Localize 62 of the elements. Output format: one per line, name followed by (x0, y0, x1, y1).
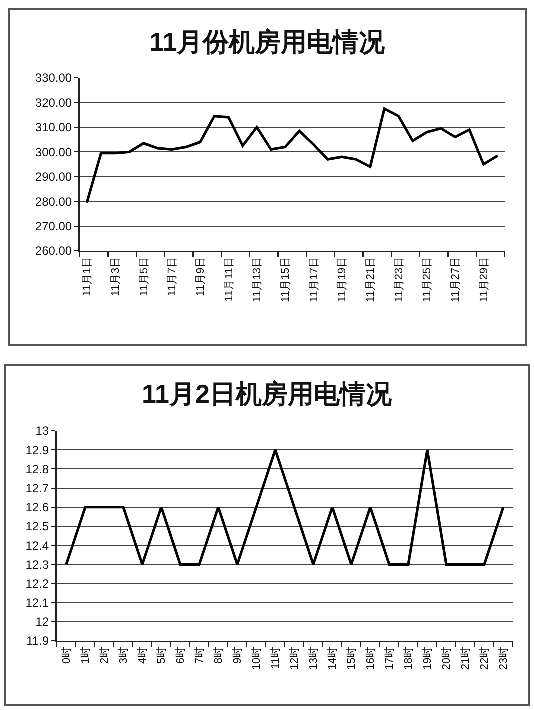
y-tick-label: 310.00 (35, 120, 72, 135)
x-tick-label: 17时 (383, 646, 396, 670)
y-tick-label: 12.6 (26, 500, 50, 515)
x-tick-label: 11月21日 (364, 256, 377, 303)
y-tick-label: 280.00 (35, 194, 72, 209)
x-tick-label: 0时 (60, 646, 74, 664)
x-tick-label: 11月27日 (450, 256, 462, 303)
y-tick-label: 12.4 (26, 538, 50, 553)
x-tick-label: 23时 (497, 646, 510, 670)
x-tick-label: 11月23日 (393, 256, 406, 303)
x-tick-label: 7时 (193, 646, 206, 664)
x-tick-label: 11月15日 (280, 256, 292, 303)
line-series (86, 108, 500, 204)
x-tick-label: 11月11日 (223, 256, 236, 302)
x-tick-label: 15时 (345, 646, 358, 670)
y-tick-label: 12.3 (26, 558, 50, 572)
x-tick-label: 19时 (421, 646, 434, 670)
x-tick-label: 6时 (174, 646, 188, 664)
y-tick-label: 300.00 (35, 145, 72, 160)
y-tick-label: 260.00 (35, 244, 72, 258)
y-tick-label: 13 (36, 424, 50, 438)
x-tick-label: 11月19日 (336, 256, 349, 303)
x-tick-label: 11月7日 (166, 256, 179, 296)
x-tick-label: 20时 (440, 646, 454, 670)
x-tick-label: 3时 (117, 646, 130, 664)
x-tick-label: 21时 (459, 646, 472, 670)
x-tick-label: 11月9日 (194, 256, 207, 296)
x-tick-label: 11月17日 (308, 256, 320, 303)
x-tick-label: 14时 (326, 646, 340, 670)
y-tick-label: 11.9 (26, 634, 50, 648)
y-tick-label: 12.9 (26, 443, 50, 458)
y-tick-label: 290.00 (35, 170, 72, 184)
y-tick-label: 270.00 (35, 219, 72, 234)
x-tick-label: 11月13日 (252, 256, 264, 303)
x-tick-label: 2时 (98, 646, 112, 664)
x-tick-label: 12时 (288, 646, 302, 670)
x-tick-label: 1时 (79, 646, 92, 664)
x-tick-label: 11月3日 (110, 256, 122, 296)
y-tick-label: 12.7 (26, 481, 50, 496)
chart-title: 11月2日机房用电情况 (142, 378, 393, 409)
y-tick-label: 12.2 (26, 576, 50, 591)
x-tick-label: 11时 (269, 646, 282, 670)
x-tick-label: 18时 (402, 646, 416, 670)
x-tick-label: 8时 (212, 646, 226, 664)
x-tick-label: 13时 (307, 646, 320, 670)
x-tick-label: 11月25日 (422, 256, 434, 303)
x-tick-label: 22时 (478, 646, 492, 670)
x-tick-label: 11月5日 (138, 256, 150, 296)
x-tick-label: 11月29日 (478, 256, 490, 303)
x-tick-label: 5时 (155, 646, 168, 664)
y-tick-label: 12.8 (26, 462, 50, 476)
y-tick-label: 320.00 (35, 96, 72, 110)
x-tick-label: 16时 (364, 646, 378, 670)
chart-title: 11月份机房用电情况 (150, 26, 386, 57)
y-tick-label: 12.1 (26, 596, 50, 610)
y-tick-label: 330.00 (35, 71, 72, 86)
x-tick-label: 4时 (136, 646, 150, 664)
x-tick-label: 11月1日 (82, 256, 94, 296)
y-tick-label: 12 (36, 615, 50, 630)
x-tick-label: 9时 (231, 646, 244, 664)
x-tick-label: 10时 (250, 646, 264, 670)
y-tick-label: 12.5 (26, 520, 50, 534)
